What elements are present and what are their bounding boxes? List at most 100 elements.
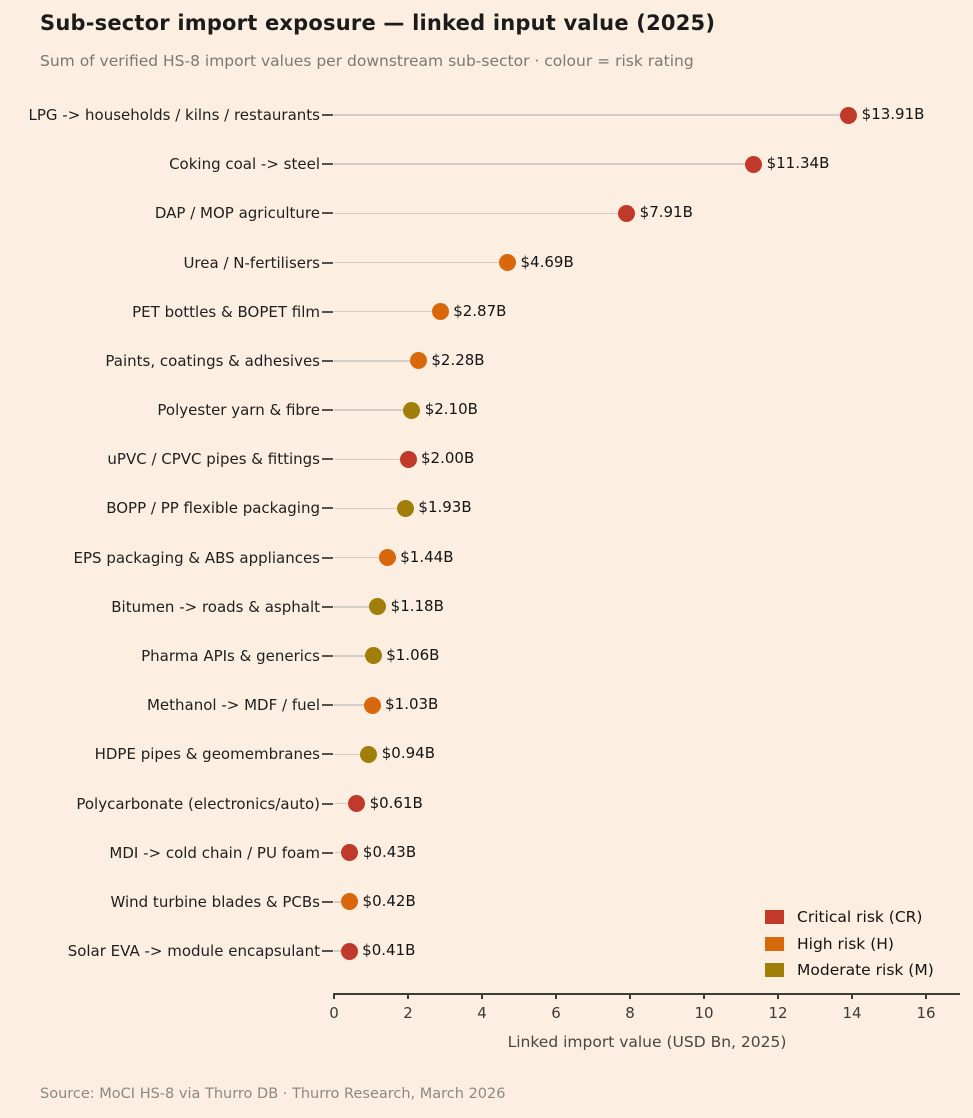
x-tick-label: 8	[625, 1004, 635, 1022]
row-label: DAP / MOP agriculture	[154, 204, 320, 223]
legend-item: Critical risk (CR)	[765, 904, 934, 931]
y-tick-mark	[322, 900, 333, 903]
y-tick-mark	[322, 950, 333, 953]
x-tick-mark	[925, 993, 927, 999]
lollipop-dot	[341, 893, 359, 911]
lollipop-dot	[378, 549, 396, 567]
y-tick-mark	[322, 163, 333, 166]
value-label: $2.00B	[421, 449, 475, 468]
row-label: Solar EVA -> module encapsulant	[67, 942, 320, 961]
page-title: Sub-sector import exposure — linked inpu…	[40, 11, 716, 35]
lollipop-dot	[364, 647, 382, 665]
value-label: $1.06B	[386, 645, 440, 664]
y-tick-mark	[322, 605, 333, 608]
y-tick-mark	[322, 310, 333, 313]
row-label: Polycarbonate (electronics/auto)	[76, 794, 320, 813]
lollipop-dot	[431, 303, 449, 321]
legend-swatch	[765, 936, 784, 951]
row-label: Paints, coatings & adhesives	[105, 351, 320, 370]
x-tick-label: 4	[477, 1004, 487, 1022]
value-label: $0.43B	[362, 842, 417, 861]
lollipop-stem	[334, 212, 627, 215]
chart-subtitle: Sum of verified HS-8 import values per d…	[40, 52, 694, 70]
row-label: Polyester yarn & fibre	[157, 401, 320, 420]
value-label: $2.28B	[431, 350, 485, 369]
row-label: MDI -> cold chain / PU foam	[109, 843, 320, 862]
value-label: $1.44B	[400, 547, 454, 566]
y-tick-mark	[322, 261, 333, 264]
lollipop-dot	[360, 745, 378, 763]
lollipop-stem	[334, 753, 369, 756]
x-tick-mark	[777, 993, 779, 999]
lollipop-dot	[369, 598, 387, 616]
lollipop-dot	[340, 942, 358, 960]
lollipop-dot	[745, 155, 763, 173]
x-tick-label: 0	[329, 1004, 339, 1022]
lollipop-stem	[334, 704, 373, 706]
x-axis-line	[334, 993, 960, 995]
row-label: BOPP / PP flexible packaging	[106, 499, 320, 518]
x-tick-mark	[407, 993, 409, 999]
value-label: $0.61B	[369, 793, 423, 812]
lollipop-stem	[334, 556, 388, 559]
lollipop-stem	[334, 802, 357, 805]
x-tick-mark	[481, 993, 483, 999]
lollipop-stem	[334, 409, 412, 411]
x-tick-mark	[703, 993, 705, 999]
lollipop-dot	[618, 204, 636, 222]
row-label: PET bottles & BOPET film	[132, 302, 320, 321]
value-label: $0.41B	[362, 941, 416, 960]
x-tick-mark	[333, 993, 335, 999]
row-label: Pharma APIs & generics	[141, 646, 320, 665]
lollipop-dot	[409, 352, 427, 370]
x-axis-title: Linked import value (USD Bn, 2025)	[507, 1033, 787, 1051]
x-tick-label: 10	[694, 1004, 714, 1022]
legend-swatch	[765, 910, 784, 925]
legend-label: High risk (H)	[797, 934, 894, 953]
lollipop-stem	[334, 655, 374, 657]
lollipop-stem	[334, 507, 406, 510]
legend-item: High risk (H)	[765, 931, 934, 958]
row-label: Urea / N-fertilisers	[183, 253, 320, 272]
lollipop-dot	[396, 499, 414, 517]
y-tick-mark	[322, 753, 333, 756]
legend-swatch	[765, 963, 784, 978]
x-tick-label: 16	[916, 1004, 936, 1022]
lollipop-stem	[334, 360, 419, 362]
row-label: Wind turbine blades & PCBs	[110, 892, 320, 911]
lollipop-stem	[334, 114, 849, 116]
x-tick-label: 6	[551, 1004, 561, 1022]
value-label: $1.93B	[418, 498, 472, 517]
lollipop-dot	[399, 450, 417, 468]
row-label: Bitumen -> roads & asphalt	[111, 597, 320, 616]
row-label: uPVC / CPVC pipes & fittings	[107, 450, 320, 469]
y-tick-mark	[322, 409, 333, 412]
lollipop-dot	[341, 844, 359, 862]
x-tick-mark	[629, 993, 631, 999]
y-tick-mark	[322, 556, 333, 559]
y-tick-mark	[322, 114, 333, 116]
row-label: LPG -> households / kilns / restaurants	[28, 106, 320, 124]
lollipop-dot	[363, 696, 381, 714]
lollipop-stem	[334, 163, 754, 165]
x-tick-label: 14	[842, 1004, 862, 1022]
lollipop-dot	[348, 795, 366, 813]
y-tick-mark	[322, 654, 333, 657]
legend-item: Moderate risk (M)	[765, 957, 934, 984]
row-label: Coking coal -> steel	[169, 155, 320, 174]
y-tick-mark	[322, 802, 333, 805]
value-label: $13.91B	[861, 105, 925, 123]
lollipop-stem	[334, 606, 378, 608]
legend: Critical risk (CR) High risk (H) Moderate …	[765, 904, 934, 984]
value-label: $0.42B	[362, 891, 416, 910]
value-label: $7.91B	[639, 203, 693, 222]
y-tick-mark	[322, 359, 333, 362]
row-label: HDPE pipes & geomembranes	[94, 745, 320, 764]
y-tick-mark	[322, 458, 333, 461]
x-tick-label: 2	[403, 1004, 413, 1022]
x-tick-mark	[555, 993, 557, 999]
value-label: $2.10B	[424, 400, 478, 419]
value-label: $1.18B	[390, 596, 444, 615]
value-label: $11.34B	[766, 154, 830, 173]
